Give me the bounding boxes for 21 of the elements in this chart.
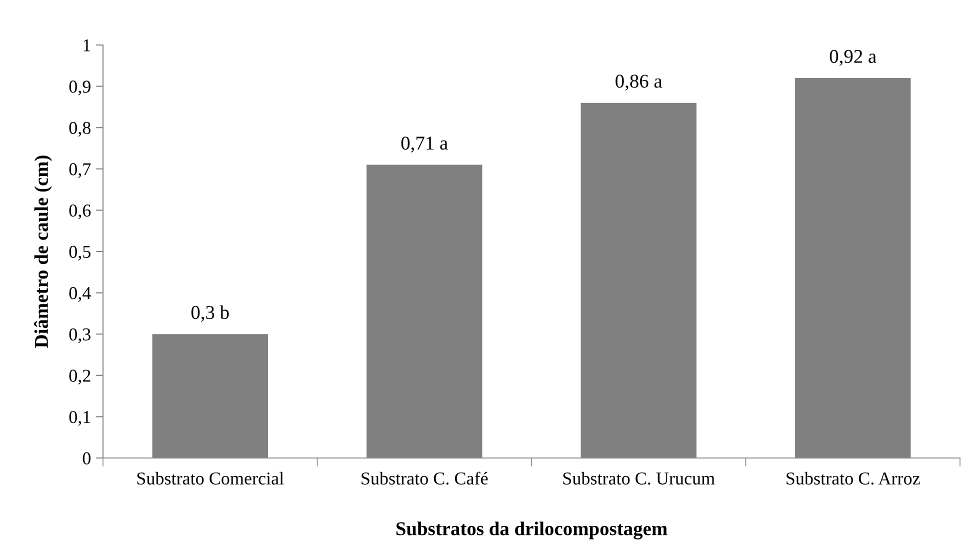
x-axis-title: Substratos da drilocompostagem (396, 522, 668, 540)
x-tick-label: Substrato Comercial (137, 472, 284, 485)
y-tick-label: 0,9 (69, 80, 90, 96)
y-tick-label: 0,7 (69, 163, 91, 178)
y-tick-label: 0,8 (69, 122, 91, 137)
data-label: 0,3 b (191, 305, 229, 322)
y-tick-label: 0,3 (69, 328, 90, 344)
y-tick-label: 0,1 (69, 410, 90, 426)
y-tick-label: 1 (84, 39, 90, 52)
data-label: 0,92 a (830, 50, 876, 66)
y-tick-label: 0,2 (69, 370, 90, 384)
x-tick-label: Substrato C. Café (362, 472, 488, 485)
y-axis-title: Diâmetro de caule (cm) (34, 156, 52, 348)
y-tick-label: 0 (82, 452, 91, 464)
x-tick-label: Substrato C. Arroz (786, 472, 920, 485)
x-tick-label: Substrato C. Urucum (563, 472, 715, 485)
y-tick-label: 0,4 (69, 287, 91, 302)
data-label: 0,71 a (401, 136, 448, 153)
y-tick-label: 0,6 (69, 204, 91, 220)
y-tick-label: 0,5 (69, 246, 90, 261)
data-label: 0,86 a (616, 74, 662, 91)
